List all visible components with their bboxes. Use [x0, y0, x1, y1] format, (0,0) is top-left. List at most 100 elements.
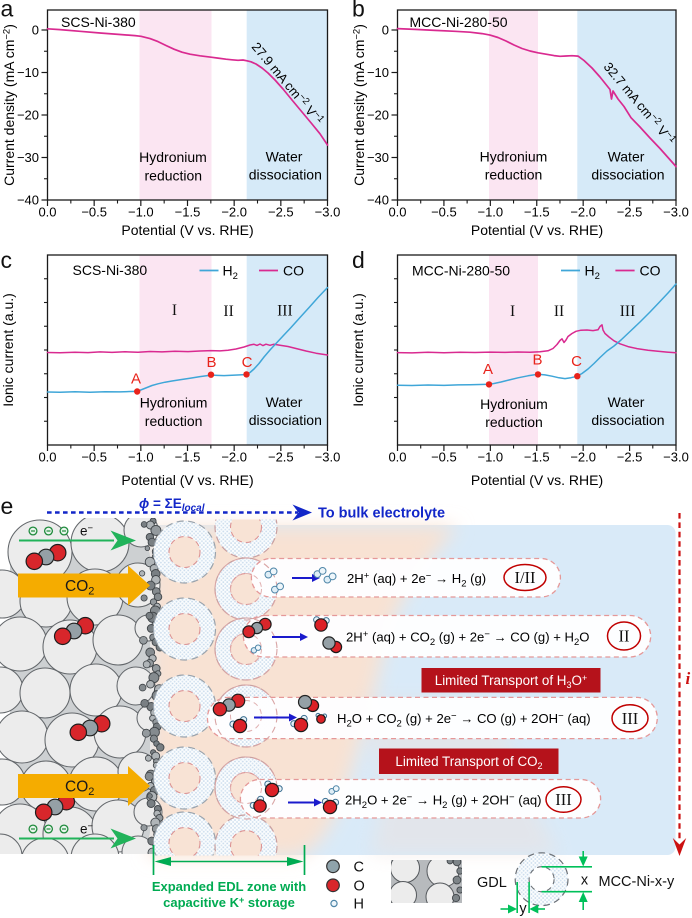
svg-text:CO: CO — [640, 263, 661, 279]
svg-text:II: II — [223, 303, 233, 320]
svg-text:Expanded EDL zone with: Expanded EDL zone with — [152, 879, 306, 894]
svg-text:H2: H2 — [223, 263, 238, 283]
svg-text:−30: −30 — [17, 150, 39, 165]
svg-text:C: C — [354, 860, 364, 876]
svg-text:dissociation: dissociation — [591, 167, 664, 183]
svg-text:SCS-Ni-380: SCS-Ni-380 — [61, 14, 136, 30]
svg-text:I: I — [510, 303, 515, 320]
svg-text:II: II — [619, 627, 630, 646]
svg-text:0.0: 0.0 — [38, 450, 56, 465]
svg-text:MCC-Ni-280-50: MCC-Ni-280-50 — [410, 14, 508, 30]
svg-text:Potential (V vs. RHE): Potential (V vs. RHE) — [471, 222, 603, 238]
svg-text:−10: −10 — [367, 65, 389, 80]
svg-text:CO: CO — [283, 263, 304, 279]
svg-text:−2.0: −2.0 — [221, 450, 247, 465]
svg-text:−0.5: −0.5 — [81, 205, 107, 220]
svg-text:−2.0: −2.0 — [570, 205, 596, 220]
svg-text:−30: −30 — [367, 150, 389, 165]
svg-text:B: B — [206, 354, 216, 371]
svg-text:2H+ (aq) + 2e− → H2 (g): 2H+ (aq) + 2e− → H2 (g) — [347, 571, 486, 590]
svg-text:−3.0: −3.0 — [315, 205, 341, 220]
svg-text:−1.5: −1.5 — [524, 205, 550, 220]
svg-text:0.0: 0.0 — [38, 205, 56, 220]
svg-text:dissociation: dissociation — [591, 412, 664, 428]
svg-text:2H+ (aq) + CO2 (g) + 2e− →: 2H+ (aq) + CO2 (g) + 2e− → CO (g) + H2 O — [346, 629, 589, 648]
svg-text:0: 0 — [32, 23, 39, 38]
svg-text:−1.0: −1.0 — [477, 450, 503, 465]
svg-text:A: A — [483, 361, 493, 378]
svg-text:Ionic current (a.u.): Ionic current (a.u.) — [0, 293, 16, 407]
svg-text:−40: −40 — [367, 193, 389, 208]
svg-text:O: O — [354, 879, 365, 895]
svg-text:i: i — [686, 669, 691, 688]
svg-text:Hydronium: Hydronium — [480, 396, 548, 412]
svg-text:e: e — [1, 493, 14, 519]
svg-text:reduction: reduction — [145, 413, 203, 429]
svg-text:CO2: CO2 — [65, 578, 94, 598]
svg-text:−2.0: −2.0 — [221, 205, 247, 220]
svg-text:Water: Water — [266, 394, 303, 410]
svg-text:Limited Transport of H3 O+: Limited Transport of H3 O+ — [435, 673, 587, 690]
svg-text:−2.0: −2.0 — [570, 450, 596, 465]
svg-text:−0.5: −0.5 — [431, 450, 457, 465]
svg-text:Limited Transport of CO2: Limited Transport of CO2 — [395, 754, 542, 771]
svg-text:dissociation: dissociation — [249, 412, 322, 428]
svg-text:−1.0: −1.0 — [128, 450, 154, 465]
svg-text:c: c — [1, 247, 13, 273]
svg-text:−3.0: −3.0 — [663, 450, 689, 465]
svg-text:To bulk electrolyte: To bulk electrolyte — [318, 506, 445, 522]
svg-text:Hydronium: Hydronium — [480, 149, 548, 165]
svg-text:y: y — [519, 901, 527, 917]
svg-text:II: II — [554, 303, 564, 320]
svg-text:I/II: I/II — [514, 568, 535, 587]
svg-text:Hydronium: Hydronium — [139, 149, 207, 165]
svg-text:−1.5: −1.5 — [524, 450, 550, 465]
svg-text:dissociation: dissociation — [249, 167, 322, 183]
svg-text:GDL: GDL — [477, 875, 507, 891]
svg-text:−2.5: −2.5 — [268, 450, 294, 465]
svg-text:b: b — [352, 0, 365, 22]
svg-text:0.0: 0.0 — [388, 205, 406, 220]
svg-text:x: x — [581, 873, 589, 889]
svg-text:C: C — [571, 353, 582, 370]
svg-text:Potential (V vs. RHE): Potential (V vs. RHE) — [121, 222, 253, 238]
svg-text:−1.0: −1.0 — [128, 205, 154, 220]
svg-text:−2.5: −2.5 — [617, 205, 643, 220]
svg-text:Water: Water — [266, 149, 303, 165]
svg-text:III: III — [620, 303, 636, 320]
svg-text:reduction: reduction — [485, 167, 543, 183]
svg-text:−20: −20 — [17, 108, 39, 123]
svg-text:ϕ = ΣElocal: ϕ = ΣElocal — [139, 496, 205, 514]
svg-text:SCS-Ni-380: SCS-Ni-380 — [73, 262, 148, 278]
svg-text:A: A — [131, 371, 141, 388]
svg-text:I: I — [172, 302, 177, 319]
svg-text:capacitive K+ storage: capacitive K+ storage — [163, 895, 295, 910]
svg-text:Hydronium: Hydronium — [140, 395, 208, 411]
svg-text:Water: Water — [608, 149, 645, 165]
svg-text:0: 0 — [382, 23, 389, 38]
svg-text:−1.0: −1.0 — [477, 205, 503, 220]
svg-text:−40: −40 — [17, 193, 39, 208]
svg-text:III: III — [277, 303, 293, 320]
svg-text:C: C — [242, 354, 253, 371]
svg-text:reduction: reduction — [145, 168, 203, 184]
svg-text:reduction: reduction — [485, 414, 543, 430]
svg-text:−20: −20 — [367, 108, 389, 123]
svg-text:−10: −10 — [17, 65, 39, 80]
svg-text:B: B — [532, 352, 542, 369]
svg-text:0.0: 0.0 — [388, 450, 406, 465]
svg-text:−0.5: −0.5 — [81, 450, 107, 465]
svg-text:MCC-Ni-x-y: MCC-Ni-x-y — [599, 874, 675, 890]
svg-text:Water: Water — [608, 394, 645, 410]
svg-text:2H2 O + 2e− → H2 (g) + 2OH−: 2H2 O + 2e− → H2 (g) + 2OH− (aq) — [345, 792, 542, 811]
svg-text:III: III — [622, 709, 638, 728]
svg-text:−0.5: −0.5 — [431, 205, 457, 220]
svg-text:Potential (V vs. RHE): Potential (V vs. RHE) — [121, 472, 253, 488]
svg-text:a: a — [1, 0, 14, 22]
svg-text:−3.0: −3.0 — [663, 205, 689, 220]
svg-text:III: III — [555, 790, 571, 809]
svg-text:Current density (mA cm−2 ): Current density (mA cm−2 ) — [351, 24, 367, 186]
svg-text:Potential (V vs. RHE): Potential (V vs. RHE) — [471, 472, 603, 488]
svg-text:−1.5: −1.5 — [175, 205, 201, 220]
svg-text:Current density (mA cm−2 ): Current density (mA cm−2 ) — [1, 24, 17, 186]
